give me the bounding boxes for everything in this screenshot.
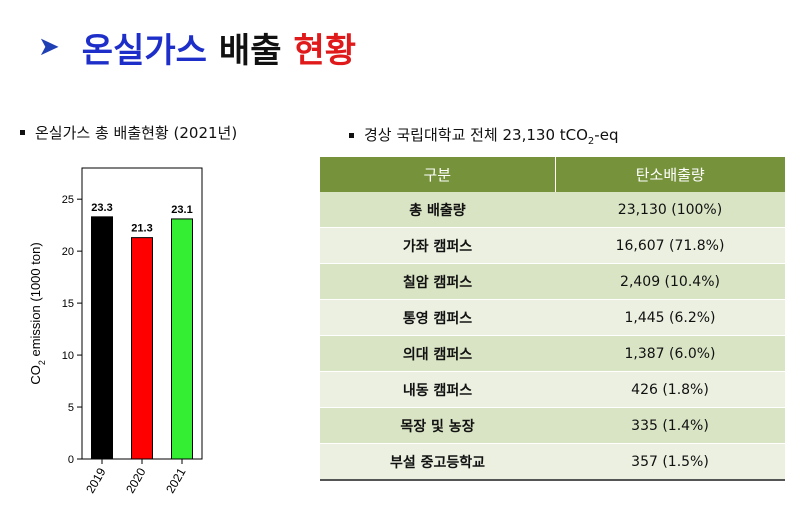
- y-tick-label: 20: [62, 246, 74, 258]
- chart-heading-text: 온실가스 총 배출현황 (2021년): [35, 124, 238, 142]
- table-row: 칠암 캠퍼스 2,409 (10.4%): [320, 263, 785, 300]
- y-tick-label: 0: [68, 454, 74, 466]
- table-row: 부설 중고등학교 357 (1.5%): [320, 443, 785, 481]
- table-heading: 경상 국립대학교 전체 23,130 tCO2-eq: [349, 124, 618, 147]
- table-cell-emission: 16,607 (71.8%): [555, 227, 785, 264]
- chart-bars: 23.3 21.3 23.1: [91, 202, 193, 460]
- bar-value-label: 23.3: [91, 202, 112, 214]
- table-row: 내동 캠퍼스 426 (1.8%): [320, 371, 785, 408]
- table-cell-emission: 335 (1.4%): [555, 407, 785, 444]
- table-cell-category: 총 배출량: [320, 192, 555, 228]
- table-cell-category: 통영 캠퍼스: [320, 299, 555, 336]
- table-header-emission: 탄소배출량: [555, 157, 785, 192]
- table-cell-emission: 426 (1.8%): [555, 371, 785, 408]
- x-tick-label: 2019: [83, 465, 109, 495]
- emission-table: 구분 탄소배출량 총 배출량 23,130 (100%) 가좌 캠퍼스 16,607 …: [320, 157, 785, 481]
- table-row: 목장 및 농장 335 (1.4%): [320, 407, 785, 444]
- bar-value-label: 23.1: [171, 204, 192, 216]
- bar-2021: [171, 218, 193, 460]
- table-cell-category: 의대 캠퍼스: [320, 335, 555, 372]
- table-cell-emission: 1,387 (6.0%): [555, 335, 785, 372]
- x-tick-label: 2020: [123, 465, 149, 495]
- table-heading-text: 경상 국립대학교 전체 23,130 tCO2-eq: [364, 126, 619, 147]
- square-bullet-icon: [349, 133, 354, 138]
- chart-heading: 온실가스 총 배출현황 (2021년): [20, 122, 237, 143]
- table-header-category: 구분: [320, 157, 556, 192]
- title-part-1: 온실가스: [81, 30, 207, 71]
- table-row: 의대 캠퍼스 1,387 (6.0%): [320, 335, 785, 372]
- y-tick-label: 10: [62, 350, 74, 362]
- table-cell-emission: 357 (1.5%): [555, 443, 785, 481]
- bar-2020: [131, 237, 153, 460]
- y-axis-label: CO2 emission (1000 ton): [28, 242, 47, 384]
- table-cell-emission: 1,445 (6.2%): [555, 299, 785, 336]
- title-part-2: 배출: [218, 30, 282, 71]
- table-row: 통영 캠퍼스 1,445 (6.2%): [320, 299, 785, 336]
- table-row: 총 배출량 23,130 (100%): [320, 192, 785, 228]
- table-cell-category: 내동 캠퍼스: [320, 371, 555, 408]
- table-cell-emission: 2,409 (10.4%): [555, 263, 785, 300]
- bar-2019: [91, 216, 113, 460]
- title-part-3: 현황: [293, 30, 357, 71]
- bar-value-label: 21.3: [131, 223, 152, 235]
- table-cell-category: 가좌 캠퍼스: [320, 227, 555, 264]
- page-title: ➤ 온실가스 배출 현황: [38, 22, 356, 72]
- square-bullet-icon: [20, 130, 25, 135]
- table-cell-category: 목장 및 농장: [320, 407, 555, 444]
- table-cell-category: 부설 중고등학교: [320, 443, 555, 481]
- table-row: 가좌 캠퍼스 16,607 (71.8%): [320, 227, 785, 264]
- arrow-bullet-icon: ➤: [38, 32, 60, 62]
- y-tick-label: 25: [62, 194, 74, 206]
- y-tick-label: 5: [68, 402, 74, 414]
- table-cell-emission: 23,130 (100%): [555, 192, 785, 228]
- x-tick-label: 2021: [163, 465, 189, 495]
- y-tick-label: 15: [62, 298, 74, 310]
- table-cell-category: 칠암 캠퍼스: [320, 263, 555, 300]
- emission-bar-chart: 0 5 10 15 20 25 2019 2020 2021 23.3 21.3 23.1 CO2 …: [28, 167, 203, 496]
